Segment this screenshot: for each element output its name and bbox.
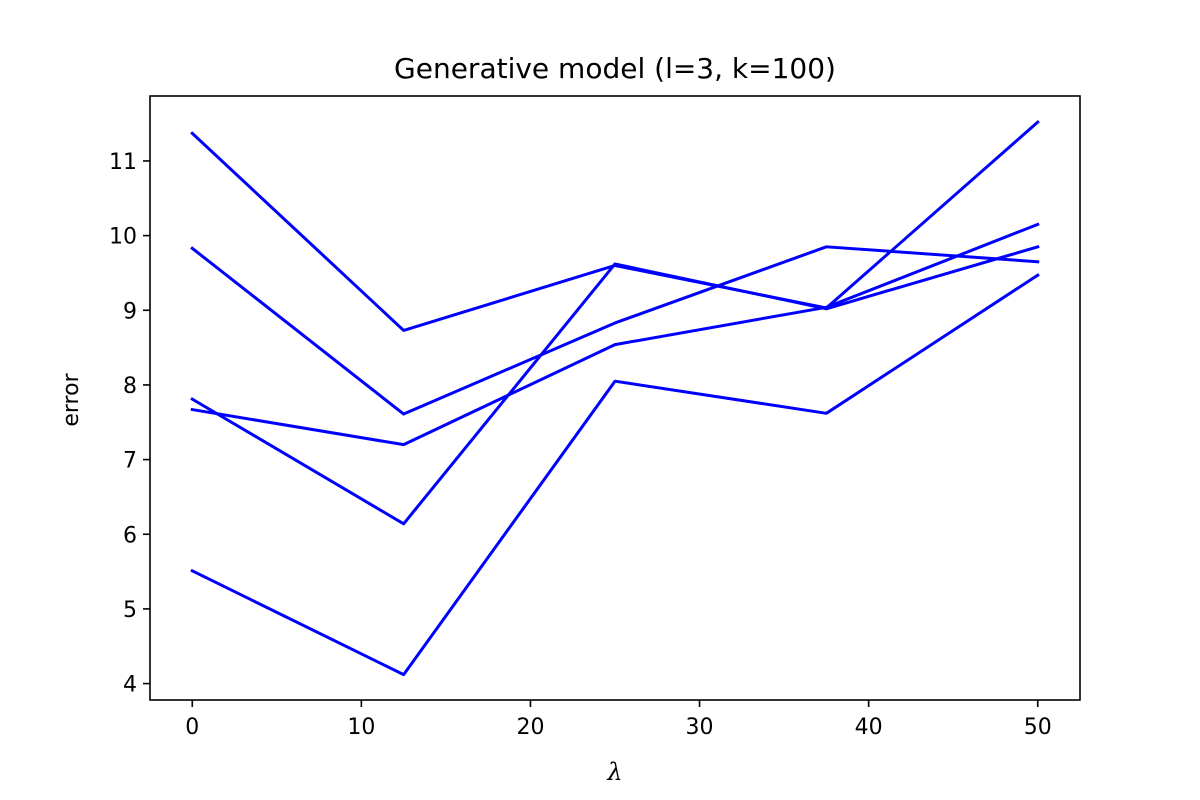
y-tick-label: 8 xyxy=(123,374,137,399)
y-tick-label: 7 xyxy=(123,449,137,474)
y-tick-label: 9 xyxy=(123,299,137,324)
x-tick-label: 20 xyxy=(516,715,544,740)
x-tick-label: 50 xyxy=(1024,715,1052,740)
y-axis-label: error xyxy=(59,372,84,426)
x-tick-label: 40 xyxy=(855,715,883,740)
y-tick-label: 11 xyxy=(109,150,137,175)
series-layer xyxy=(190,120,1040,677)
x-tick-label: 0 xyxy=(185,715,199,740)
series-line-5 xyxy=(190,273,1040,677)
x-tick-label: 10 xyxy=(347,715,375,740)
series-line-2 xyxy=(190,245,1040,416)
y-tick-label: 5 xyxy=(123,598,137,623)
y-tick-label: 4 xyxy=(123,673,137,698)
x-axis-label: λ xyxy=(606,758,622,786)
chart-title: Generative model (l=3, k=100) xyxy=(394,52,836,85)
series-line-1 xyxy=(190,120,1040,332)
x-axis-ticks: 0 10 20 30 40 50 xyxy=(185,700,1052,740)
y-axis-ticks: 4 5 6 7 8 9 10 11 xyxy=(109,150,150,698)
x-tick-label: 30 xyxy=(686,715,714,740)
series-line-3 xyxy=(190,244,1040,526)
plot-frame xyxy=(149,95,1081,701)
y-tick-label: 10 xyxy=(109,225,137,250)
y-tick-label: 6 xyxy=(123,523,137,548)
series-line-4 xyxy=(190,222,1040,447)
